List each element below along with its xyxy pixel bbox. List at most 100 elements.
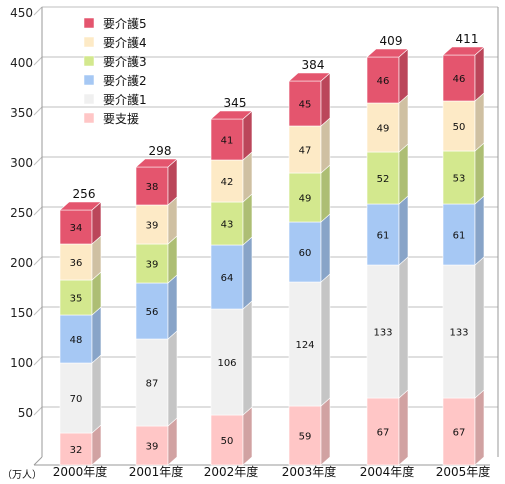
x-category-label: 2002年度 xyxy=(204,464,259,479)
bar-segment-side xyxy=(398,143,409,205)
segment-value-label: 49 xyxy=(377,124,390,135)
legend-label: 要介護2 xyxy=(103,73,147,88)
total-label: 298 xyxy=(149,144,172,158)
segment-value-label: 61 xyxy=(377,231,390,242)
legend-item: 要支援 xyxy=(83,112,139,126)
bar-segment xyxy=(288,281,322,407)
bar-segment-side xyxy=(398,195,409,266)
bar-segment xyxy=(288,221,322,283)
bar-segment xyxy=(366,151,400,205)
bar-segment xyxy=(442,100,476,152)
bar-segment-side xyxy=(320,213,331,283)
y-tick-label: 50 xyxy=(18,406,33,420)
bar-segment xyxy=(442,397,476,466)
bar-segment-side xyxy=(398,94,409,153)
total-label: 345 xyxy=(224,96,247,110)
bar-segment xyxy=(442,264,476,399)
total-label: 409 xyxy=(380,34,403,48)
legend-item: 要介護2 xyxy=(83,73,147,88)
bar-segment-side xyxy=(398,256,409,399)
legend-label: 要介護3 xyxy=(103,54,147,69)
grid xyxy=(33,6,499,466)
bar-segment-side xyxy=(242,151,253,203)
segment-value-label: 36 xyxy=(70,258,83,269)
bar-segment xyxy=(59,362,93,434)
y-tick-label: 250 xyxy=(10,206,33,220)
legend-swatch xyxy=(83,74,95,86)
y-tick-label: 300 xyxy=(10,156,33,170)
bar-top xyxy=(442,46,485,56)
bar-segment xyxy=(366,102,400,153)
bar-top xyxy=(59,201,102,211)
segment-value-label: 32 xyxy=(70,445,83,456)
segment-value-label: 59 xyxy=(299,432,312,443)
legend-item: 要介護1 xyxy=(83,92,147,107)
segment-value-label: 60 xyxy=(299,248,312,259)
segment-value-label: 39 xyxy=(146,221,159,232)
bar-segment xyxy=(442,54,476,102)
legend-item: 要介護4 xyxy=(83,35,147,50)
segment-value-label: 61 xyxy=(453,231,466,242)
segment-value-label: 67 xyxy=(377,428,390,439)
bar-segment-side xyxy=(320,397,331,466)
bar-segment xyxy=(288,125,322,174)
bar-segment xyxy=(135,338,169,427)
segment-value-label: 56 xyxy=(146,307,159,318)
bar-segment xyxy=(59,209,93,245)
total-label: 411 xyxy=(456,32,479,46)
bar-segment xyxy=(59,243,93,281)
legend-item: 要介護3 xyxy=(83,54,147,69)
y-axis-unit-label: （万人） xyxy=(2,469,42,481)
bar-segment xyxy=(366,56,400,104)
bar-segment-side xyxy=(242,406,253,466)
bar-segment-side xyxy=(474,256,485,399)
bar-segment xyxy=(288,405,322,466)
total-label: 256 xyxy=(73,187,96,201)
segment-value-label: 35 xyxy=(70,294,83,305)
bar-stack: 39 87 56 39 39 38 xyxy=(135,158,178,466)
segment-value-label: 42 xyxy=(221,177,234,188)
legend-item: 要介護5 xyxy=(83,16,147,31)
bar-segment-side xyxy=(474,195,485,266)
bar-segment-side xyxy=(474,142,485,205)
segment-value-label: 43 xyxy=(221,220,234,231)
bar-segment xyxy=(442,203,476,266)
bar-segment-side xyxy=(242,300,253,416)
bar-segment xyxy=(366,203,400,266)
bar-stack: 32 70 48 35 36 34 xyxy=(59,201,102,466)
legend-label: 要介護1 xyxy=(103,92,147,107)
bar-segment-side xyxy=(320,273,331,407)
segment-value-label: 49 xyxy=(299,194,312,205)
segment-value-label: 53 xyxy=(453,174,466,185)
bar-segment xyxy=(210,414,244,466)
bar-stack: 67 133 61 52 49 46 xyxy=(366,48,409,466)
segment-value-label: 106 xyxy=(217,358,236,369)
bar-top xyxy=(288,72,331,82)
segment-value-label: 50 xyxy=(221,436,234,447)
legend-label: 要介護4 xyxy=(103,35,147,50)
bar-top xyxy=(135,158,178,168)
segment-value-label: 124 xyxy=(295,340,314,351)
bar-segment-side xyxy=(242,193,253,246)
legend-label: 要支援 xyxy=(103,112,139,126)
bar-segment xyxy=(366,397,400,466)
bar-segment-side xyxy=(474,46,485,102)
bars: 32 70 48 35 36 34 39 87 56 39 39 38 50 106 64 43 42 41 59 1… xyxy=(59,46,485,466)
segment-value-label: 39 xyxy=(146,442,159,453)
bar-segment xyxy=(210,159,244,203)
segment-value-label: 50 xyxy=(453,122,466,133)
bar-top xyxy=(210,110,253,120)
bar-segment xyxy=(135,243,169,284)
segment-value-label: 67 xyxy=(453,428,466,439)
bar-segment-side xyxy=(320,117,331,174)
legend-swatch xyxy=(83,17,95,29)
segment-value-label: 45 xyxy=(299,100,312,111)
y-tick-label: 350 xyxy=(10,106,33,120)
bar-segment xyxy=(366,264,400,399)
segment-value-label: 39 xyxy=(146,260,159,271)
segment-value-label: 64 xyxy=(221,273,234,284)
segment-value-label: 38 xyxy=(146,182,159,193)
segment-value-label: 52 xyxy=(377,174,390,185)
legend-swatch xyxy=(83,55,95,67)
